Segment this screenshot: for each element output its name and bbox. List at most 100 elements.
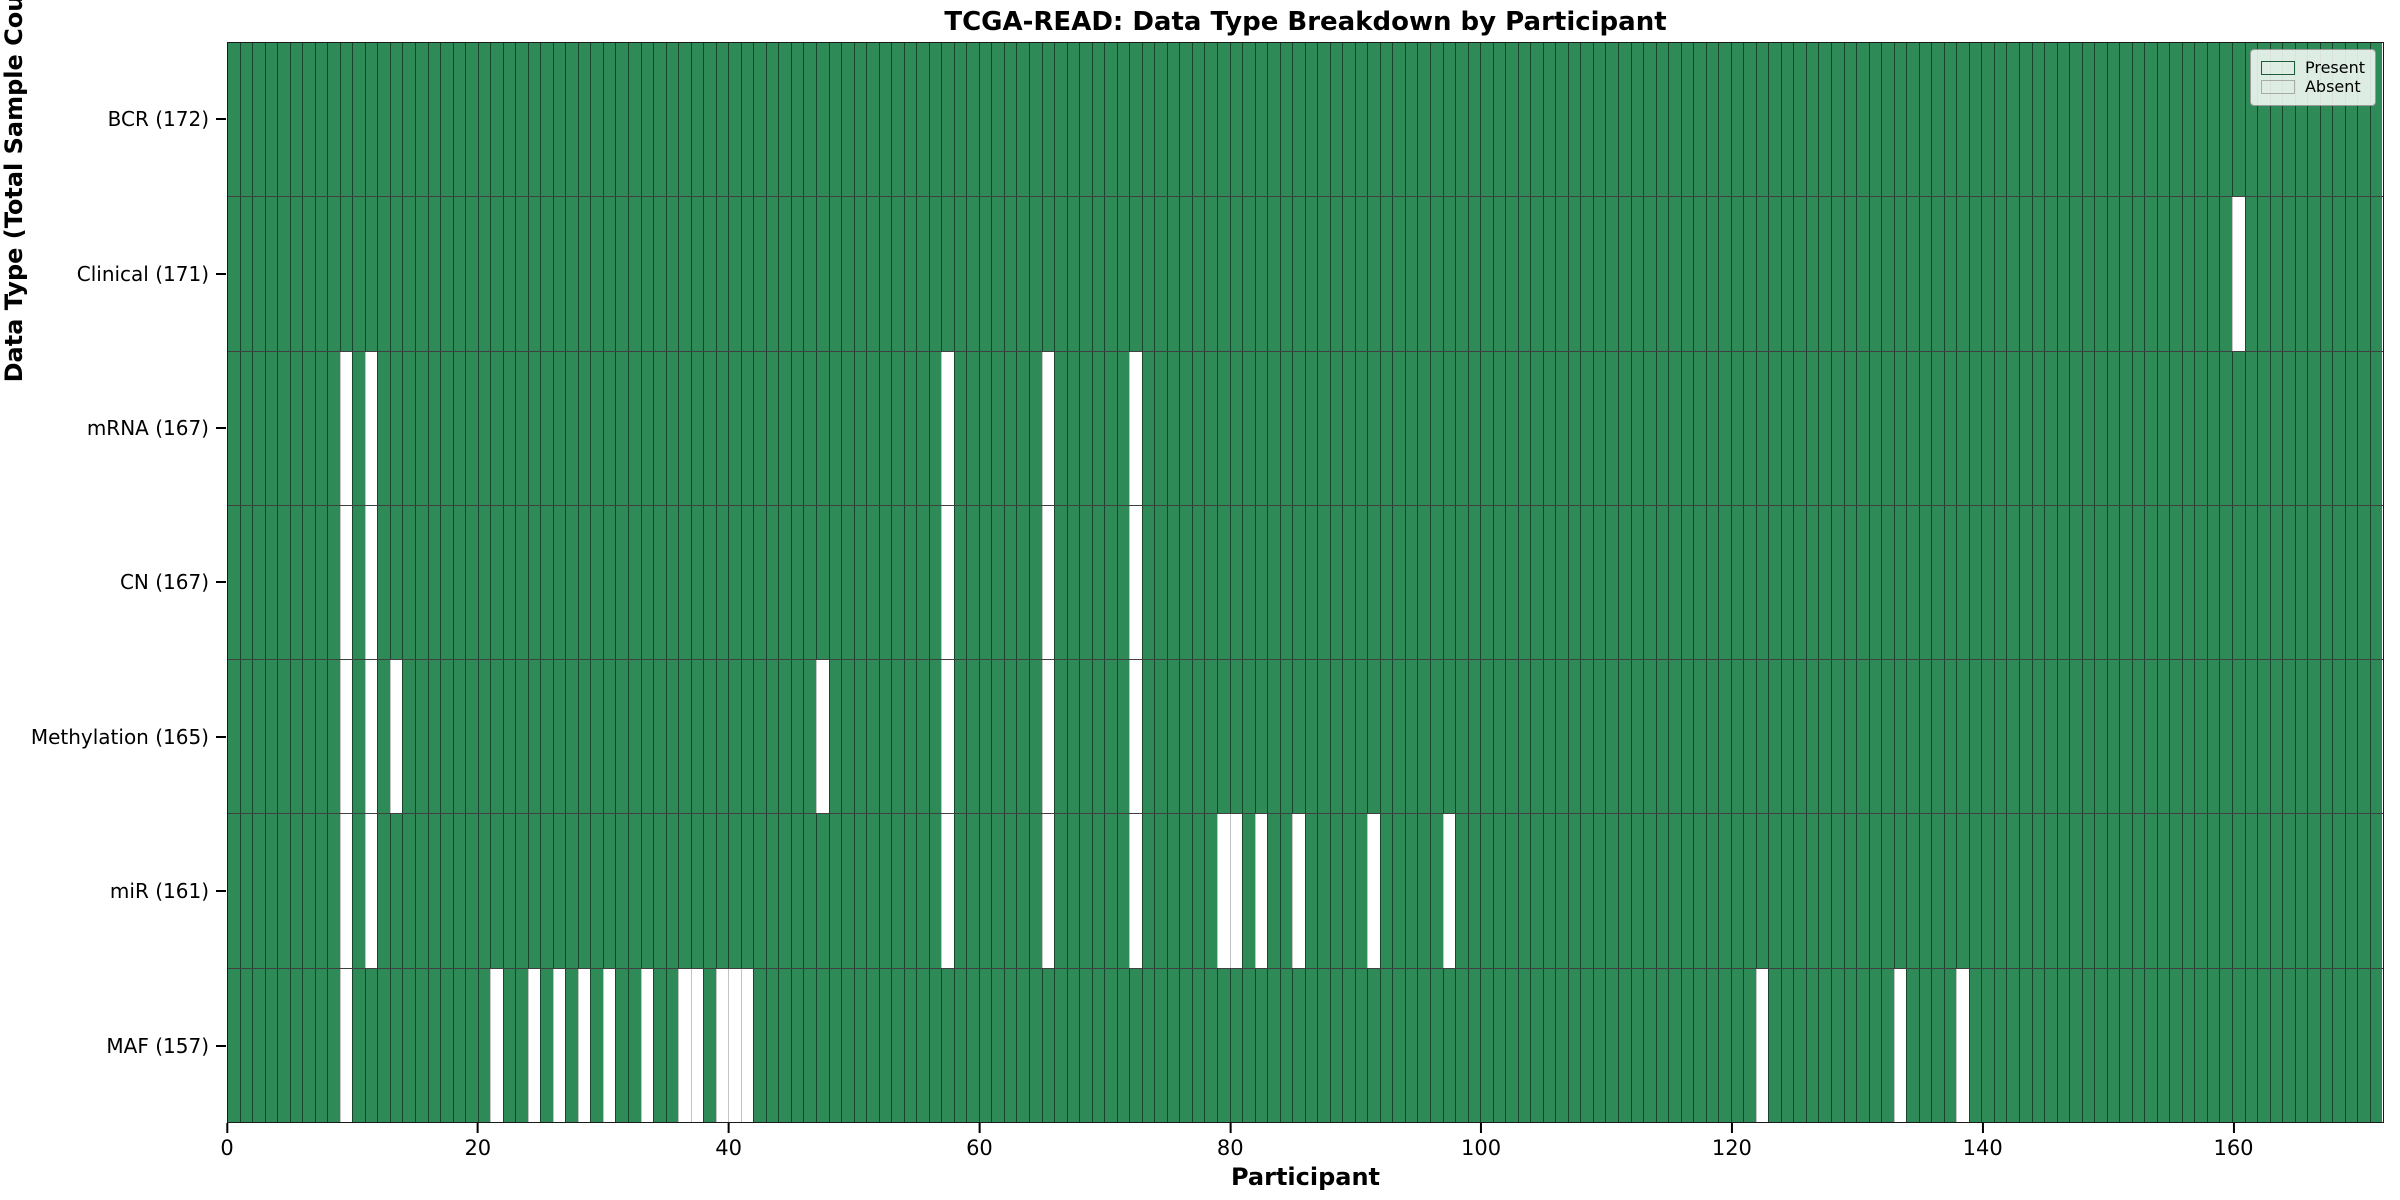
matrix-cell	[2206, 197, 2220, 351]
matrix-cell	[2081, 968, 2095, 1122]
matrix-cell	[277, 968, 290, 1122]
matrix-cell	[916, 968, 929, 1122]
matrix-cell	[1191, 197, 1205, 351]
matrix-cell	[966, 660, 979, 814]
matrix-cell	[264, 814, 278, 968]
matrix-cell	[2044, 660, 2057, 814]
matrix-cell	[314, 351, 328, 505]
matrix-cell	[2194, 814, 2207, 968]
matrix-cell	[1342, 351, 1355, 505]
matrix-cell	[1292, 505, 1305, 660]
matrix-cell	[2006, 43, 2019, 197]
matrix-cell	[753, 351, 766, 505]
matrix-cell	[1693, 660, 1706, 814]
matrix-cell	[277, 43, 290, 197]
matrix-cell	[678, 197, 691, 351]
matrix-cell	[590, 43, 603, 197]
matrix-cell	[1329, 43, 1343, 197]
matrix-cell	[1718, 43, 1731, 197]
matrix-cell	[327, 351, 340, 505]
matrix-cell	[2369, 968, 2383, 1122]
matrix-cell	[1354, 351, 1368, 505]
matrix-cell	[966, 43, 979, 197]
matrix-cell	[1793, 351, 1806, 505]
matrix-cell	[690, 814, 704, 968]
matrix-cell	[640, 968, 654, 1122]
matrix-cell	[602, 660, 616, 814]
matrix-cell	[427, 351, 441, 505]
matrix-cell	[490, 351, 503, 505]
matrix-cell	[1417, 197, 1430, 351]
matrix-cell	[2119, 660, 2132, 814]
matrix-cell	[1605, 197, 1618, 351]
matrix-cell	[1768, 43, 1781, 197]
matrix-cell	[1054, 43, 1067, 197]
matrix-cell	[1505, 814, 1518, 968]
matrix-cell	[2232, 505, 2245, 660]
matrix-cell	[2144, 197, 2157, 351]
matrix-cell	[1780, 43, 1794, 197]
matrix-cell	[803, 197, 816, 351]
matrix-cell	[953, 197, 967, 351]
matrix-cell	[565, 814, 578, 968]
matrix-cell	[866, 43, 879, 197]
matrix-cell	[953, 43, 967, 197]
matrix-cell	[2169, 351, 2182, 505]
matrix-cell	[565, 351, 578, 505]
matrix-cell	[1104, 197, 1117, 351]
matrix-cell	[1016, 43, 1029, 197]
matrix-cell	[1755, 968, 1769, 1122]
matrix-cell	[1981, 197, 1994, 351]
matrix-cell	[389, 505, 403, 660]
matrix-cell	[352, 43, 365, 197]
matrix-cell	[1417, 968, 1430, 1122]
matrix-cell	[628, 505, 641, 660]
matrix-cell	[878, 968, 892, 1122]
matrix-cell	[1617, 351, 1631, 505]
matrix-cell	[1179, 197, 1192, 351]
y-tick-cn: CN (167)	[0, 505, 227, 659]
matrix-cell	[402, 968, 415, 1122]
matrix-cell	[440, 505, 453, 660]
matrix-cell	[1517, 197, 1531, 351]
matrix-cell	[1492, 968, 1506, 1122]
matrix-cell	[2131, 197, 2145, 351]
matrix-cell	[928, 505, 942, 660]
matrix-cell	[252, 43, 265, 197]
matrix-cell	[1831, 351, 1844, 505]
matrix-cell	[953, 505, 967, 660]
matrix-cell	[790, 814, 804, 968]
matrix-cell	[1279, 43, 1293, 197]
matrix-cell	[452, 43, 466, 197]
matrix-cell	[2244, 814, 2258, 968]
matrix-cell	[790, 43, 804, 197]
matrix-cell	[1204, 351, 1217, 505]
matrix-cell	[1204, 197, 1217, 351]
matrix-cell	[615, 814, 628, 968]
matrix-cell	[540, 351, 553, 505]
matrix-cell	[2307, 351, 2320, 505]
matrix-cell	[1367, 43, 1380, 197]
matrix-cell	[477, 968, 491, 1122]
matrix-cell	[1668, 660, 1681, 814]
matrix-cell	[1805, 968, 1819, 1122]
matrix-cell	[1943, 660, 1957, 814]
matrix-cell	[2094, 351, 2107, 505]
matrix-cell	[1831, 660, 1844, 814]
matrix-cell	[1492, 660, 1506, 814]
matrix-cell	[1655, 197, 1669, 351]
matrix-cell	[903, 505, 917, 660]
matrix-cell	[1993, 968, 2007, 1122]
matrix-cell	[389, 43, 403, 197]
matrix-cell	[402, 197, 415, 351]
matrix-cell	[1367, 197, 1380, 351]
matrix-cell	[1317, 505, 1330, 660]
matrix-cell	[327, 197, 340, 351]
matrix-cell	[1918, 351, 1932, 505]
matrix-cell	[1730, 197, 1744, 351]
matrix-cell	[1981, 660, 1994, 814]
matrix-cell	[2181, 814, 2195, 968]
matrix-cell	[1417, 505, 1430, 660]
matrix-cell	[515, 43, 528, 197]
matrix-cell	[1354, 197, 1368, 351]
